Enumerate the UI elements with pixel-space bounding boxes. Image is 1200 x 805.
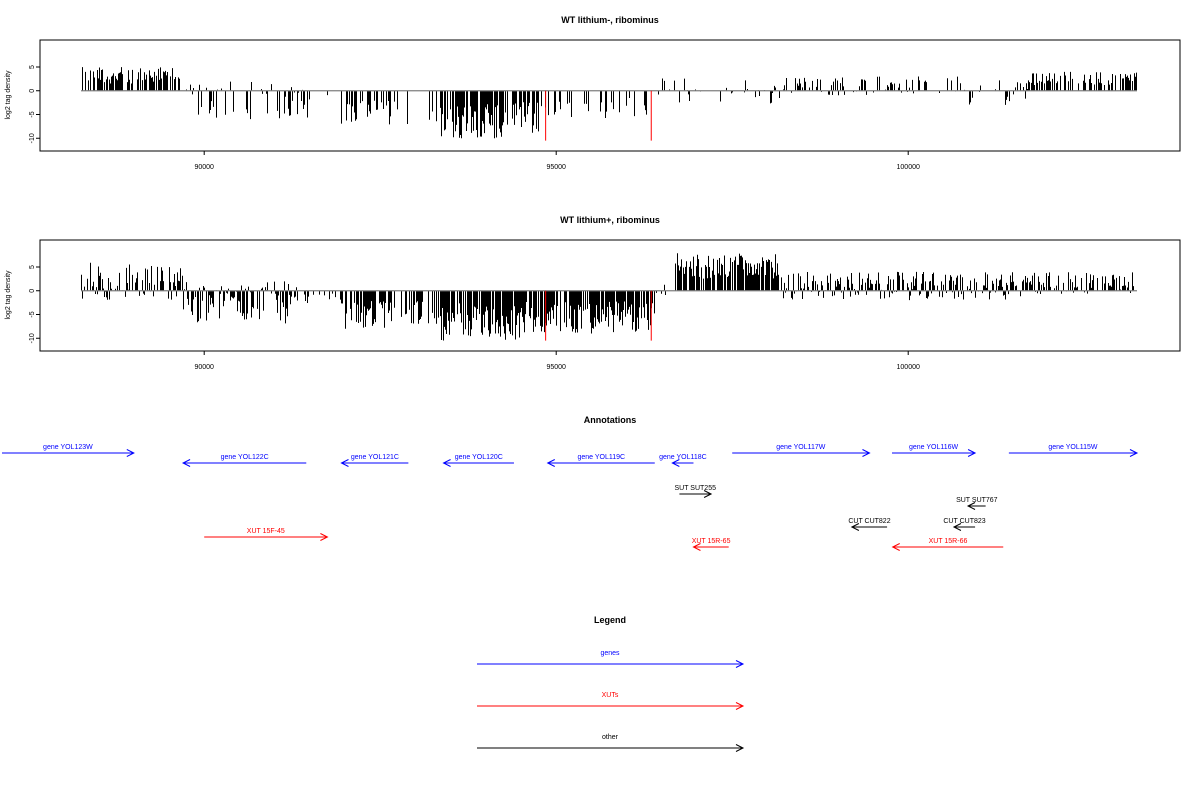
annotations-title: Annotations	[584, 415, 637, 425]
y-axis: -10 -5 0 5	[29, 65, 40, 143]
feature-label: gene YOL118C	[659, 454, 707, 461]
x-tick-label: 90000	[194, 164, 214, 171]
feature-label: CUT CUT822	[848, 518, 890, 525]
arrow-head	[967, 449, 977, 457]
gene-arrow: gene YOL122C	[181, 454, 307, 467]
xut-arrow: XUT 15R-66	[891, 538, 1004, 551]
gene-arrow: gene YOL117W	[732, 444, 871, 457]
arrow-head	[671, 459, 680, 467]
legend-title: Legend	[594, 615, 626, 625]
x-tick-label: 100000	[897, 364, 920, 371]
y-tick-label: 5	[29, 65, 36, 69]
panel-title: WT lithium+, ribominus	[560, 215, 660, 225]
legend-label: other	[602, 734, 619, 741]
x-tick-label: 90000	[194, 364, 214, 371]
arrow-head	[735, 702, 745, 710]
y-tick-label: 0	[29, 89, 36, 93]
plot-frame	[39, 39, 1181, 152]
arrow-head	[862, 449, 871, 457]
gene-arrow: gene YOL123W	[2, 444, 135, 457]
gene-arrow: gene YOL116W	[892, 444, 977, 457]
arrow-head	[703, 490, 713, 498]
x-tick-label: 95000	[546, 164, 566, 171]
gene-arrow: gene YOL118C	[659, 454, 707, 467]
other-feature-arrow: SUT SUT255	[674, 485, 716, 498]
legend-label: genes	[600, 650, 620, 657]
x-axis: 90000 95000 100000	[194, 351, 920, 371]
xut-arrow: XUT 15F-45	[204, 528, 329, 541]
y-axis-label: log2 tag density	[5, 270, 12, 320]
y-tick-label: 0	[29, 289, 36, 293]
arrow-head	[735, 744, 745, 752]
other-feature-arrow: CUT CUT823	[943, 518, 986, 531]
feature-label: gene YOL122C	[221, 454, 269, 461]
y-tick-label: 5	[29, 265, 36, 269]
feature-label: gene YOL123W	[43, 444, 93, 451]
feature-label: gene YOL121C	[351, 454, 399, 461]
gene-arrow: gene YOL119C	[546, 454, 655, 467]
arrow-head	[1129, 449, 1139, 457]
density-bars	[81, 253, 1137, 341]
gene-arrow: gene YOL120C	[442, 454, 514, 467]
y-tick-label: -5	[29, 111, 36, 117]
legend-label: XUTs	[602, 692, 619, 699]
arrow-head	[546, 459, 555, 467]
legend-item: genes	[477, 650, 745, 668]
y-tick-label: -10	[29, 133, 36, 143]
y-tick-label: -10	[29, 333, 36, 343]
xut-arrow: XUT 15R-65	[692, 538, 731, 551]
feature-label: gene YOL119C	[577, 454, 625, 461]
arrow-head	[340, 459, 349, 467]
arrow-head	[692, 543, 701, 551]
x-axis: 90000 95000 100000	[194, 151, 920, 171]
legend: Legend genes XUTs other	[477, 615, 745, 752]
feature-label: SUT SUT255	[674, 485, 716, 492]
arrow-head	[181, 459, 191, 467]
arrow-head	[891, 543, 900, 551]
density-panel-lithium-minus: WT lithium-, ribominus log2 tag density …	[5, 15, 1181, 171]
y-tick-label: -5	[29, 311, 36, 317]
gene-arrow: gene YOL115W	[1008, 444, 1139, 457]
y-axis: -10 -5 0 5	[29, 265, 40, 343]
arrow-head	[126, 449, 135, 457]
feature-label: gene YOL115W	[1048, 444, 1098, 451]
feature-label: XUT 15R-66	[929, 538, 968, 545]
feature-label: CUT CUT823	[943, 518, 985, 525]
other-feature-arrow: SUT SUT767	[956, 497, 998, 510]
arrow-head	[442, 459, 451, 467]
feature-label: gene YOL116W	[909, 444, 959, 451]
y-axis-label: log2 tag density	[5, 70, 12, 120]
other-feature-arrow: CUT CUT822	[848, 518, 891, 531]
arrow-head	[850, 523, 860, 531]
density-panel-lithium-plus: WT lithium+, ribominus log2 tag density …	[5, 215, 1181, 371]
panel-title: WT lithium-, ribominus	[561, 15, 659, 25]
feature-label: gene YOL117W	[776, 444, 826, 451]
feature-label: SUT SUT767	[956, 497, 998, 504]
gene-arrow: gene YOL121C	[340, 454, 409, 467]
arrow-head	[952, 523, 962, 531]
arrow-head	[320, 533, 329, 541]
x-tick-label: 100000	[897, 164, 920, 171]
feature-label: XUT 15R-65	[692, 538, 731, 545]
x-tick-label: 95000	[546, 364, 566, 371]
arrow-head	[966, 502, 976, 510]
annotations-track: Annotations gene YOL123W gene YOL122C gene…	[2, 415, 1139, 551]
plot-frame	[39, 239, 1181, 352]
feature-label: gene YOL120C	[455, 454, 503, 461]
legend-item: other	[477, 734, 745, 752]
arrow-head	[735, 660, 745, 668]
feature-label: XUT 15F-45	[247, 528, 285, 535]
density-bars	[81, 67, 1137, 141]
legend-item: XUTs	[477, 692, 745, 710]
